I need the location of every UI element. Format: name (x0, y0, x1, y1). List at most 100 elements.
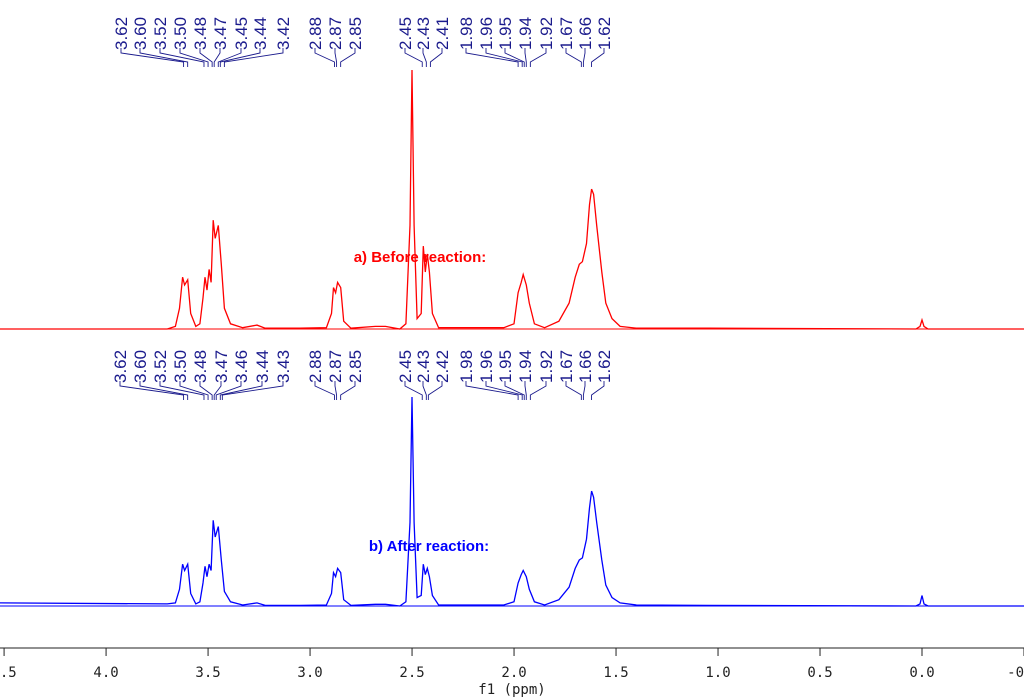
peak-label: 2.42 (433, 350, 452, 383)
peak-connector (565, 381, 582, 400)
peak-label: 2.45 (396, 350, 415, 383)
peak-label: 2.87 (326, 17, 345, 50)
x-tick-label: 4.5 (0, 665, 17, 681)
peak-connector (529, 381, 547, 400)
peak-connector (340, 48, 356, 67)
peak-label: 1.95 (496, 17, 515, 50)
peak-label: 3.44 (251, 17, 270, 50)
peak-label: 1.66 (576, 17, 595, 50)
peak-connector (429, 48, 443, 67)
spectrum (0, 396, 1024, 607)
peak-label: 1.98 (457, 17, 476, 50)
peak-connector (159, 381, 205, 400)
peak-connector (219, 381, 263, 400)
peak-label: 3.60 (131, 17, 150, 50)
peak-label: 1.94 (516, 17, 535, 50)
peak-connector (314, 381, 335, 400)
peak-label: 1.67 (557, 17, 576, 50)
peak-connector (217, 48, 242, 67)
peak-connector (199, 48, 213, 67)
peak-label: 1.98 (457, 350, 476, 383)
peak-label: 2.88 (306, 17, 325, 50)
peak-label: 3.62 (111, 350, 130, 383)
peak-label: 1.96 (477, 17, 496, 50)
peak-label: 3.48 (191, 350, 210, 383)
peak-connector (504, 381, 525, 400)
peak-connector (485, 381, 523, 400)
x-tick-label: 2.5 (399, 665, 424, 681)
peak-label: 3.52 (151, 350, 170, 383)
peak-connector (591, 48, 605, 67)
peak-connector (465, 381, 519, 400)
peak-label: 2.43 (414, 17, 433, 50)
peak-connector (213, 381, 222, 400)
peak-label: 2.85 (346, 350, 365, 383)
peak-connector (221, 381, 284, 400)
peak-connector (524, 381, 527, 400)
peak-label: 2.45 (396, 17, 415, 50)
peak-connector (314, 48, 335, 67)
peak-label: 2.85 (346, 17, 365, 50)
peak-connector (591, 381, 605, 400)
peak-label: 3.47 (211, 17, 230, 50)
peak-connector (404, 48, 423, 67)
x-tick-label: 4.0 (93, 665, 118, 681)
peak-connector (465, 48, 519, 67)
peak-label: 3.52 (151, 17, 170, 50)
spectrum (0, 69, 1024, 330)
peak-label: 3.47 (212, 350, 231, 383)
annotation: a) Before reaction: (354, 249, 487, 266)
peak-label: 1.92 (537, 17, 556, 50)
x-tick-label: 3.0 (297, 665, 322, 681)
annotation: b) After reaction: (369, 538, 489, 555)
x-tick-label: -0.5 (1007, 665, 1024, 681)
peak-connector (139, 48, 189, 67)
peak-connector (504, 48, 525, 67)
peak-connector (223, 48, 284, 67)
peak-connector (215, 381, 242, 400)
peak-connector (139, 381, 189, 400)
peak-label: 3.60 (131, 350, 150, 383)
peak-connector (565, 48, 582, 67)
peak-connector (213, 48, 221, 67)
peak-connector (422, 381, 427, 400)
peak-label: 3.42 (274, 17, 293, 50)
peak-connector (219, 48, 261, 67)
peak-connector (529, 48, 547, 67)
peak-label: 2.87 (326, 350, 345, 383)
peak-connector (422, 48, 427, 67)
peak-connector (179, 381, 209, 400)
peak-label: 3.62 (112, 17, 131, 50)
peak-connector (159, 48, 205, 67)
peak-connector (582, 381, 586, 400)
x-tick-label: 3.5 (195, 665, 220, 681)
x-tick-label: 1.0 (705, 665, 730, 681)
peak-label: 3.43 (274, 350, 293, 383)
peak-connector (334, 48, 338, 67)
x-tick-label: 2.0 (501, 665, 526, 681)
peak-connector (404, 381, 423, 400)
peak-label: 1.66 (576, 350, 595, 383)
peak-label: 3.48 (191, 17, 210, 50)
peak-label: 3.50 (171, 17, 190, 50)
peak-label: 1.62 (595, 17, 614, 50)
peak-label: 2.88 (306, 350, 325, 383)
peak-connector (119, 381, 185, 400)
peak-label: 1.67 (557, 350, 576, 383)
peak-label: 3.50 (171, 350, 190, 383)
peak-label: 1.92 (537, 350, 556, 383)
x-tick-label: 1.5 (603, 665, 628, 681)
peak-connector (120, 48, 185, 67)
x-tick-label: 0.0 (909, 665, 934, 681)
peak-label: 2.41 (433, 17, 452, 50)
peak-connector (340, 381, 356, 400)
peak-label: 1.94 (516, 350, 535, 383)
peak-connector (199, 381, 213, 400)
peak-label: 3.44 (253, 350, 272, 383)
peak-label: 3.45 (232, 17, 251, 50)
peak-connector (334, 381, 338, 400)
peak-connector (582, 48, 586, 67)
x-tick-label: 0.5 (807, 665, 832, 681)
peak-connector (485, 48, 523, 67)
